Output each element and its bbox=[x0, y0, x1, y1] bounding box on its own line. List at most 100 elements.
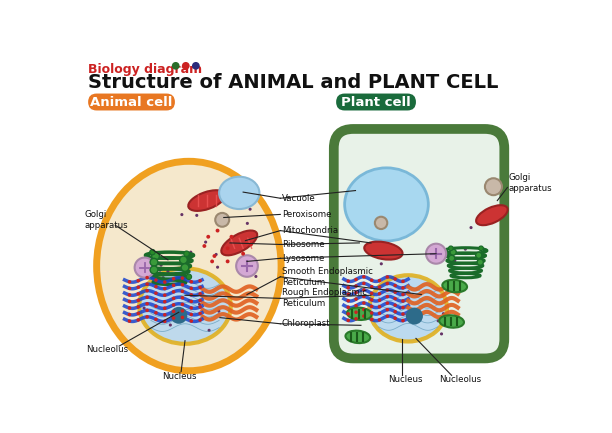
Circle shape bbox=[169, 323, 172, 326]
Circle shape bbox=[354, 317, 358, 320]
Circle shape bbox=[135, 258, 155, 278]
Circle shape bbox=[136, 318, 140, 322]
Ellipse shape bbox=[188, 190, 225, 211]
Circle shape bbox=[370, 305, 373, 308]
Circle shape bbox=[426, 244, 446, 264]
Circle shape bbox=[401, 293, 405, 296]
Circle shape bbox=[136, 298, 140, 302]
Circle shape bbox=[204, 241, 207, 244]
Circle shape bbox=[154, 317, 158, 321]
Circle shape bbox=[485, 178, 502, 195]
Circle shape bbox=[154, 285, 158, 288]
Circle shape bbox=[128, 280, 131, 284]
Circle shape bbox=[145, 289, 149, 292]
Circle shape bbox=[398, 307, 401, 310]
Circle shape bbox=[181, 316, 184, 319]
Circle shape bbox=[362, 295, 365, 298]
Text: Nucleolus: Nucleolus bbox=[439, 375, 481, 384]
Circle shape bbox=[394, 304, 397, 307]
Circle shape bbox=[378, 318, 381, 322]
Circle shape bbox=[378, 279, 381, 282]
Circle shape bbox=[394, 310, 397, 313]
Ellipse shape bbox=[219, 177, 259, 209]
Circle shape bbox=[477, 259, 483, 265]
Circle shape bbox=[362, 308, 365, 311]
Circle shape bbox=[172, 277, 176, 281]
Circle shape bbox=[179, 267, 182, 270]
Ellipse shape bbox=[347, 307, 371, 320]
Circle shape bbox=[255, 275, 258, 278]
Circle shape bbox=[154, 311, 158, 314]
Circle shape bbox=[226, 259, 230, 263]
Circle shape bbox=[354, 284, 358, 288]
Circle shape bbox=[136, 305, 140, 309]
Circle shape bbox=[181, 264, 189, 271]
Circle shape bbox=[464, 248, 467, 251]
Circle shape bbox=[190, 300, 193, 303]
Ellipse shape bbox=[439, 315, 464, 328]
Circle shape bbox=[386, 308, 389, 311]
Circle shape bbox=[370, 311, 373, 315]
Circle shape bbox=[394, 297, 397, 301]
Circle shape bbox=[143, 307, 146, 310]
Circle shape bbox=[479, 246, 483, 251]
Circle shape bbox=[380, 262, 383, 265]
Circle shape bbox=[150, 249, 155, 255]
Circle shape bbox=[136, 312, 140, 315]
Circle shape bbox=[145, 302, 149, 306]
Circle shape bbox=[401, 286, 405, 290]
Circle shape bbox=[172, 62, 179, 70]
Circle shape bbox=[145, 309, 149, 312]
Circle shape bbox=[160, 264, 163, 267]
Circle shape bbox=[378, 285, 381, 289]
Text: Ribosome: Ribosome bbox=[282, 240, 324, 249]
Circle shape bbox=[163, 280, 166, 284]
Circle shape bbox=[172, 284, 176, 287]
Circle shape bbox=[145, 295, 149, 299]
Circle shape bbox=[216, 266, 219, 269]
Text: Peroxisome: Peroxisome bbox=[282, 210, 331, 219]
Circle shape bbox=[453, 259, 457, 262]
Circle shape bbox=[154, 291, 158, 295]
Circle shape bbox=[215, 253, 218, 256]
Circle shape bbox=[128, 300, 131, 303]
Circle shape bbox=[370, 298, 373, 302]
Circle shape bbox=[145, 315, 149, 319]
Circle shape bbox=[159, 268, 162, 272]
Circle shape bbox=[346, 299, 350, 303]
Text: Nucleus: Nucleus bbox=[388, 375, 422, 384]
Circle shape bbox=[370, 278, 373, 282]
Circle shape bbox=[210, 259, 214, 263]
Circle shape bbox=[206, 235, 210, 239]
Circle shape bbox=[440, 333, 443, 336]
Ellipse shape bbox=[442, 280, 467, 292]
Text: Lysosome: Lysosome bbox=[282, 254, 324, 263]
Circle shape bbox=[401, 306, 405, 309]
Circle shape bbox=[190, 319, 193, 323]
Circle shape bbox=[150, 259, 158, 266]
Text: Plant cell: Plant cell bbox=[341, 96, 411, 109]
Circle shape bbox=[181, 276, 184, 280]
Circle shape bbox=[172, 290, 176, 294]
Circle shape bbox=[128, 313, 131, 317]
Circle shape bbox=[128, 306, 131, 310]
Circle shape bbox=[346, 319, 350, 322]
Circle shape bbox=[378, 292, 381, 295]
Circle shape bbox=[450, 249, 457, 255]
Circle shape bbox=[198, 292, 202, 296]
Circle shape bbox=[362, 288, 365, 292]
Circle shape bbox=[198, 318, 202, 322]
Circle shape bbox=[386, 295, 389, 298]
Text: Golgi
apparatus: Golgi apparatus bbox=[84, 210, 128, 230]
Circle shape bbox=[181, 213, 184, 216]
Circle shape bbox=[354, 291, 358, 294]
Circle shape bbox=[154, 298, 158, 301]
Circle shape bbox=[195, 214, 198, 217]
Circle shape bbox=[394, 277, 397, 281]
Circle shape bbox=[152, 252, 159, 260]
Circle shape bbox=[163, 307, 166, 310]
Circle shape bbox=[186, 274, 192, 279]
Circle shape bbox=[172, 316, 176, 320]
Circle shape bbox=[182, 62, 190, 70]
Circle shape bbox=[246, 222, 249, 225]
